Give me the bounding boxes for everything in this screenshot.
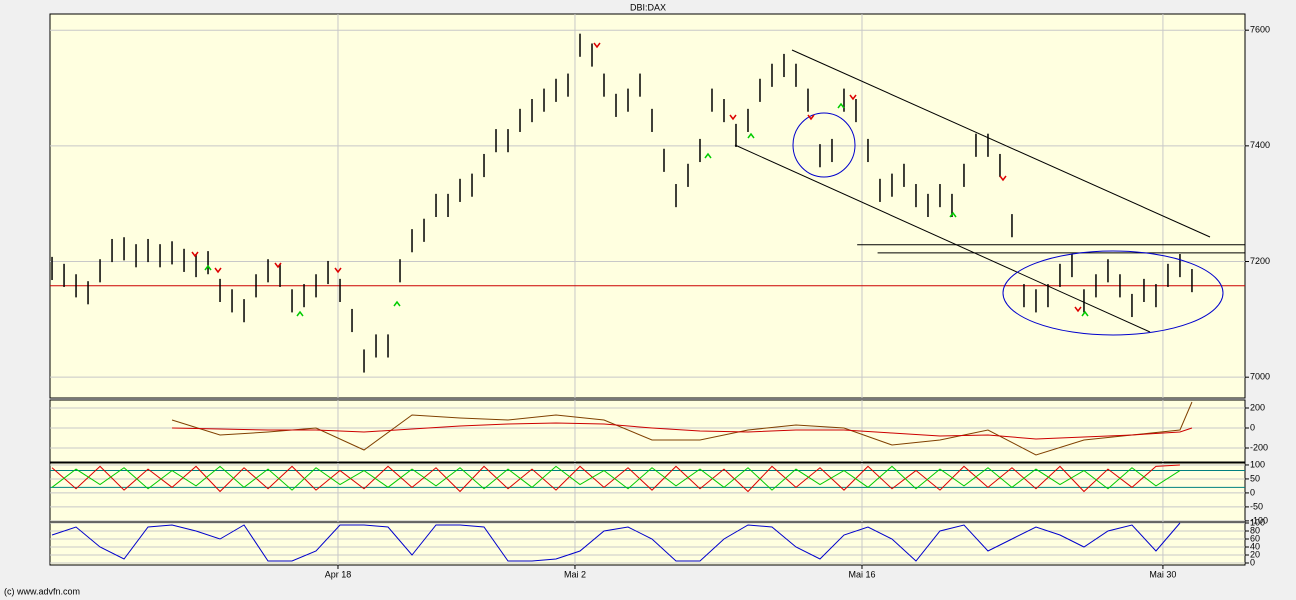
footer: (c) www.advfn.com: [4, 586, 80, 596]
y-tick-label: 20: [1250, 549, 1260, 559]
y-tick-label: 40: [1250, 541, 1260, 551]
circle-annotation: [792, 112, 856, 178]
y-tick-label: 50: [1250, 473, 1260, 483]
y-tick-label: -100: [1250, 515, 1268, 525]
y-tick-label: 7200: [1250, 256, 1270, 266]
y-tick-label: 60: [1250, 533, 1260, 543]
y-tick-label: 200: [1250, 402, 1265, 412]
y-tick-label: 7000: [1250, 372, 1270, 382]
buy-markers: [204, 102, 1089, 317]
trend-line: [791, 49, 1211, 238]
y-tick-label: 7600: [1250, 25, 1270, 35]
chart-title: DBI:DAX: [630, 2, 666, 12]
indicator-line: [51, 465, 1181, 491]
indicator-line: [51, 522, 1181, 562]
x-tick-label: Apr 18: [325, 569, 352, 579]
y-tick-label: 80: [1250, 525, 1260, 535]
y-tick-label: -200: [1250, 442, 1268, 452]
indicator-line: [172, 422, 1193, 440]
y-tick-label: 0: [1250, 557, 1255, 567]
x-tick-label: Mai 16: [848, 569, 875, 579]
x-tick-label: Mai 2: [564, 569, 586, 579]
y-tick-label: 0: [1250, 422, 1255, 432]
sell-markers: [191, 42, 1082, 313]
indicator-line: [51, 464, 1180, 493]
y-tick-label: -50: [1250, 501, 1263, 511]
panel: [49, 13, 1246, 399]
trend-line: [734, 144, 1151, 333]
y-tick-label: 100: [1250, 459, 1265, 469]
circle-annotation: [1002, 250, 1224, 336]
panel: [49, 399, 1246, 463]
y-tick-label: 7400: [1250, 140, 1270, 150]
indicator-line: [171, 401, 1193, 456]
y-tick-label: 100: [1250, 517, 1265, 527]
y-tick-label: 0: [1250, 487, 1255, 497]
x-tick-label: Mai 30: [1149, 569, 1176, 579]
panel: [49, 522, 1246, 566]
annotations: [191, 42, 1224, 336]
